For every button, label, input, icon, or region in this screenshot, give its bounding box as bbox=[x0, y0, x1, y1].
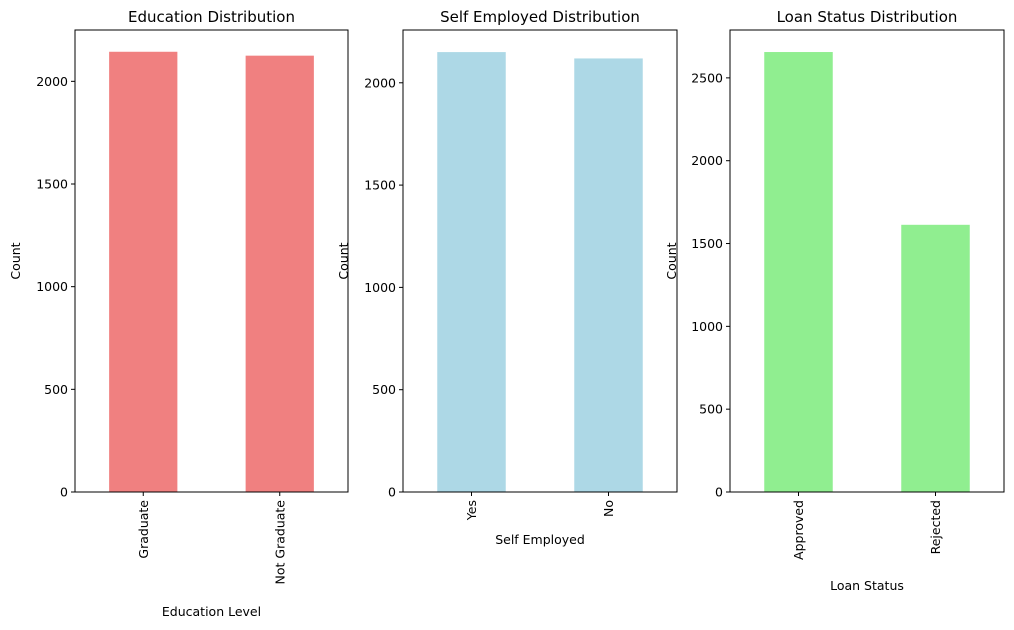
x-tick-label: Rejected bbox=[928, 500, 943, 554]
bar-no bbox=[574, 58, 643, 492]
x-tick-label: Not Graduate bbox=[272, 500, 287, 585]
y-tick-label: 0 bbox=[60, 485, 68, 500]
x-axis-label: Self Employed bbox=[495, 532, 585, 547]
chart-title: Education Distribution bbox=[128, 8, 295, 26]
y-tick-label: 1000 bbox=[691, 319, 723, 334]
bar-graduate bbox=[109, 51, 178, 493]
y-axis-label: Count bbox=[664, 242, 679, 279]
y-tick-label: 500 bbox=[44, 382, 68, 397]
x-tick-label: Graduate bbox=[136, 500, 151, 559]
y-tick-label: 2500 bbox=[691, 70, 723, 85]
bar-yes bbox=[437, 52, 506, 492]
y-tick-label: 500 bbox=[699, 402, 723, 417]
y-axis-label: Count bbox=[336, 242, 351, 279]
chart-1: 0 500 1000 1500 2000 Graduate Not Graduate Educ… bbox=[8, 8, 349, 619]
y-tick-label: 2000 bbox=[364, 75, 396, 90]
y-tick-label: 500 bbox=[372, 382, 396, 397]
y-tick-label: 1500 bbox=[364, 178, 396, 193]
y-tick-label: 2000 bbox=[691, 153, 723, 168]
y-tick-label: 0 bbox=[388, 485, 396, 500]
y-tick-label: 1000 bbox=[364, 280, 396, 295]
axes-frame bbox=[402, 29, 678, 493]
x-tick-label: Yes bbox=[464, 500, 479, 521]
bar-not-graduate bbox=[245, 55, 314, 493]
y-tick-label: 1500 bbox=[691, 236, 723, 251]
axes-frame bbox=[74, 29, 349, 493]
y-axis-label: Count bbox=[8, 242, 23, 279]
x-tick-label: Approved bbox=[791, 500, 806, 560]
x-axis-label: Education Level bbox=[162, 604, 261, 619]
y-tick-label: 1500 bbox=[36, 177, 68, 192]
x-tick-label: No bbox=[601, 500, 616, 517]
y-tick-label: 1000 bbox=[36, 279, 68, 294]
axes-frame bbox=[729, 29, 1005, 493]
x-axis-label: Loan Status bbox=[830, 578, 904, 593]
chart-3: 0 500 1000 1500 2000 2500 Approved Rejected Loan… bbox=[664, 8, 1005, 593]
chart-title: Loan Status Distribution bbox=[777, 8, 958, 26]
y-tick-label: 0 bbox=[715, 485, 723, 500]
bar-rejected bbox=[901, 224, 970, 493]
chart-2: 0 500 1000 1500 2000 Yes No Self Employed Distr… bbox=[336, 8, 678, 547]
bar-approved bbox=[764, 52, 833, 492]
chart-title: Self Employed Distribution bbox=[440, 8, 640, 26]
y-tick-label: 2000 bbox=[36, 74, 68, 89]
